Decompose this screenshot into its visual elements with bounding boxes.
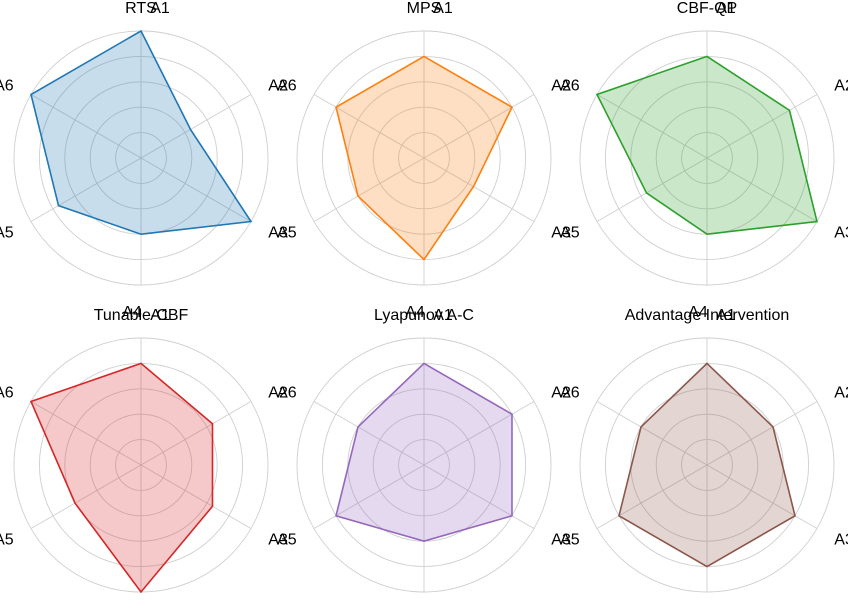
axis-label-a2: A2	[268, 78, 288, 95]
axis-spoke	[596, 401, 708, 466]
axis-spoke	[30, 157, 142, 222]
axis-spoke	[423, 94, 535, 159]
axis-label-a2: A2	[834, 385, 848, 402]
data-polygon-mps	[335, 55, 514, 261]
axis-spoke	[423, 157, 535, 222]
axis-label-a5: A5	[277, 225, 297, 242]
axis-label-a2: A2	[268, 385, 288, 402]
axis-spoke	[140, 464, 252, 529]
axis-spoke	[706, 464, 818, 529]
axis-spoke	[313, 464, 425, 529]
axis-spoke	[423, 401, 535, 466]
axis-spoke	[596, 157, 708, 222]
axis-label-a1: A1	[716, 0, 736, 17]
axis-label-a1: A1	[433, 307, 453, 324]
radar-chart-cbf-qp: A1 A2 A3 A4 A5 A6 CBF-QP	[560, 0, 848, 321]
data-polygon-cbf-qp	[595, 55, 818, 236]
data-polygon-rts	[30, 29, 253, 236]
axis-spoke	[706, 401, 818, 466]
axis-label-a1: A1	[433, 0, 453, 17]
axis-label-a2: A2	[551, 78, 571, 95]
data-polygon-lyapunov-a-c	[335, 362, 513, 543]
chart-title: CBF-QP	[677, 0, 737, 17]
axis-label-a3: A3	[268, 532, 288, 549]
axis-spoke	[140, 94, 252, 159]
axis-label-a5: A5	[277, 532, 297, 549]
axis-label-a1: A1	[716, 307, 736, 324]
radar-chart-lyapunov-a-c: A1 A2 A3 A4 A5 A6 Lyapunov A-C	[277, 307, 571, 593]
axis-label-a6: A6	[0, 78, 14, 95]
chart-title: MPS	[407, 0, 442, 17]
axis-spoke	[596, 94, 708, 159]
axis-spoke	[140, 401, 252, 466]
chart-title: Lyapunov A-C	[374, 307, 474, 324]
axis-label-a2: A2	[834, 78, 848, 95]
axis-label-a6: A6	[0, 385, 14, 402]
axis-label-a2: A2	[551, 385, 571, 402]
axis-label-a4: A4	[688, 304, 708, 321]
chart-title: Advantage Intervention	[625, 307, 790, 324]
axis-label-a3: A3	[551, 532, 571, 549]
axis-spoke	[706, 94, 818, 159]
axis-label-a4: A4	[122, 304, 142, 321]
axis-label-a1: A1	[150, 307, 170, 324]
axis-label-a6: A6	[560, 78, 580, 95]
axis-label-a4: A4	[405, 304, 425, 321]
axis-label-a6: A6	[277, 385, 297, 402]
axis-spoke	[706, 157, 818, 222]
axis-label-a5: A5	[560, 532, 580, 549]
axis-spoke	[313, 157, 425, 222]
axis-spoke	[423, 464, 535, 529]
axis-label-a3: A3	[268, 225, 288, 242]
axis-label-a5: A5	[560, 225, 580, 242]
axis-spoke	[30, 94, 142, 159]
data-polygon-advantage-intervention	[618, 362, 796, 568]
axis-spoke	[313, 94, 425, 159]
axis-label-a5: A5	[0, 532, 14, 549]
radar-chart-advantage-intervention: A1 A2 A3 A4 A5 A6 Advantage Intervention	[560, 307, 848, 593]
axis-label-a3: A3	[834, 225, 848, 242]
radar-chart-rts: A1 A2 A3 A4 A5 A6 RTS	[0, 0, 288, 321]
axis-label-a3: A3	[834, 532, 848, 549]
axis-label-a5: A5	[0, 225, 14, 242]
axis-spoke	[140, 157, 252, 222]
axis-label-a3: A3	[551, 225, 571, 242]
data-polygon-tunable-cbf	[29, 362, 214, 594]
axis-label-a6: A6	[560, 385, 580, 402]
axis-label-a6: A6	[277, 78, 297, 95]
radar-chart-mps: A1 A2 A3 A4 A5 A6 MPS	[277, 0, 571, 321]
axis-spoke	[30, 464, 142, 529]
chart-title: Tunable-CBF	[94, 307, 189, 324]
chart-title: RTS	[125, 0, 157, 17]
radar-chart-tunable-cbf: A1 A2 A3 A4 A5 A6 Tunable-CBF	[0, 307, 288, 594]
axis-spoke	[313, 401, 425, 466]
axis-spoke	[30, 401, 142, 466]
axis-label-a1: A1	[150, 0, 170, 17]
axis-spoke	[596, 464, 708, 529]
